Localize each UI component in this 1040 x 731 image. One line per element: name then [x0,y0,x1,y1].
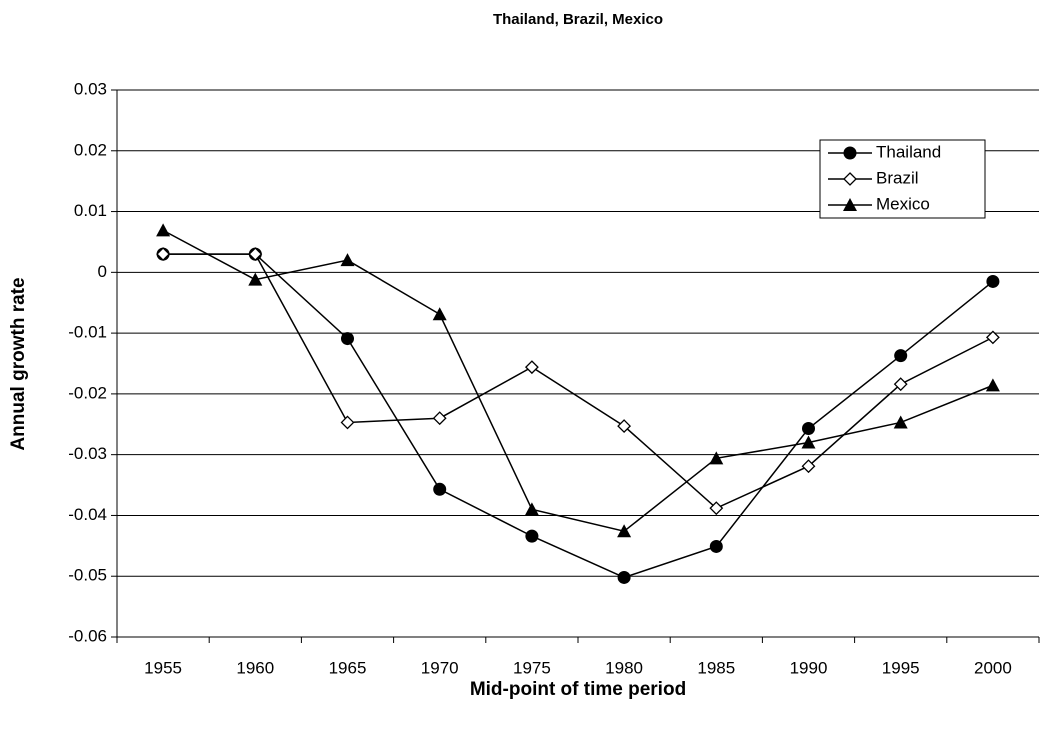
marker [341,332,354,346]
marker [433,482,447,496]
x-tick-label: 1970 [421,658,459,677]
y-tick-label: -0.02 [68,383,107,402]
y-tick-label: -0.01 [68,323,107,342]
marker [802,422,815,436]
x-tick-label: 1955 [144,658,182,677]
x-tick-label: 1990 [790,658,828,677]
chart-title: Thailand, Brazil, Mexico [493,11,663,28]
marker [248,272,263,286]
y-tick-label: 0 [98,262,107,281]
x-tick-label: 1980 [605,658,643,677]
marker [524,502,539,516]
x-tick-label: 1975 [513,658,551,677]
marker [340,253,355,267]
marker [340,415,355,430]
x-tick-label: 2000 [974,658,1012,677]
marker [894,349,908,363]
marker [248,247,263,262]
y-axis-label: Annual growth rate [8,277,29,450]
marker [801,459,816,474]
legend-label: Mexico [876,194,930,213]
legend-marker [843,146,857,160]
marker [156,247,171,262]
marker [709,451,724,465]
marker [709,501,724,516]
series-line [163,253,994,510]
marker [525,529,539,543]
marker [985,378,1000,392]
marker [524,360,539,375]
y-tick-label: 0.02 [74,140,107,159]
marker [893,415,908,429]
marker [617,524,632,538]
legend-marker [843,172,857,186]
y-tick-label: -0.05 [68,566,107,585]
x-tick-label: 1985 [697,658,735,677]
marker [617,419,632,434]
y-tick-label: -0.04 [68,505,107,524]
marker [432,411,447,426]
marker [985,330,1000,345]
marker [432,307,447,321]
x-tick-label: 1960 [236,658,274,677]
marker [617,570,631,584]
marker [893,377,908,392]
legend-label: Brazil [876,168,919,187]
x-axis-label: Mid-point of time period [470,679,686,700]
marker [709,539,723,553]
legend-label: Thailand [876,142,941,161]
marker [801,435,816,449]
series-line [163,253,994,579]
y-tick-label: -0.06 [68,626,107,645]
legend-marker [843,198,857,211]
y-tick-label: -0.03 [68,444,107,463]
y-tick-label: 0.03 [74,79,107,98]
marker [986,274,1000,288]
x-tick-label: 1965 [329,658,367,677]
y-tick-label: 0.01 [74,201,107,220]
x-tick-label: 1995 [882,658,920,677]
marker [156,223,171,237]
series-line [162,229,994,533]
